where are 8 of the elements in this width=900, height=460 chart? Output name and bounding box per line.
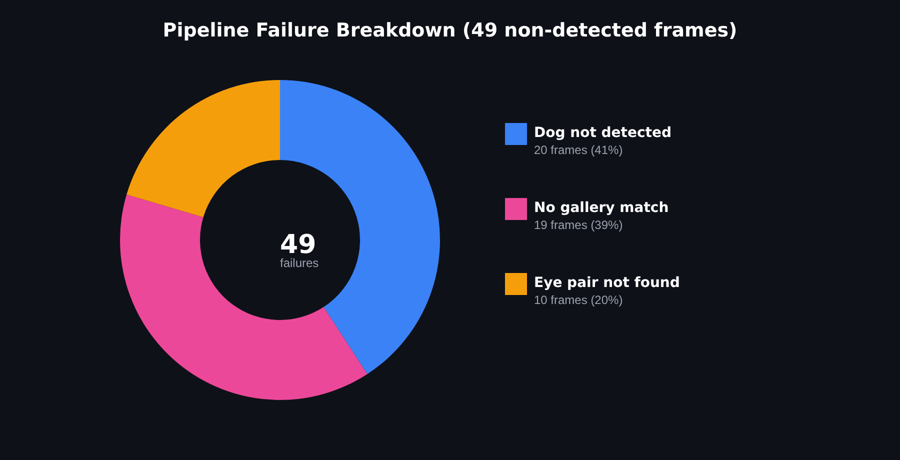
data-label: 10 frames (20%) xyxy=(534,293,623,307)
data-label: 19 frames (39%) xyxy=(534,218,623,232)
chart-title: Pipeline Failure Breakdown (49 non-detected frames) xyxy=(162,20,738,42)
data-label: 20 frames (41%) xyxy=(534,143,623,157)
legend-label: Eye pair not found xyxy=(534,275,680,291)
legend-label: Dog not detected xyxy=(534,125,672,141)
text: failures xyxy=(280,256,319,270)
legend-label: No gallery match xyxy=(534,200,669,216)
